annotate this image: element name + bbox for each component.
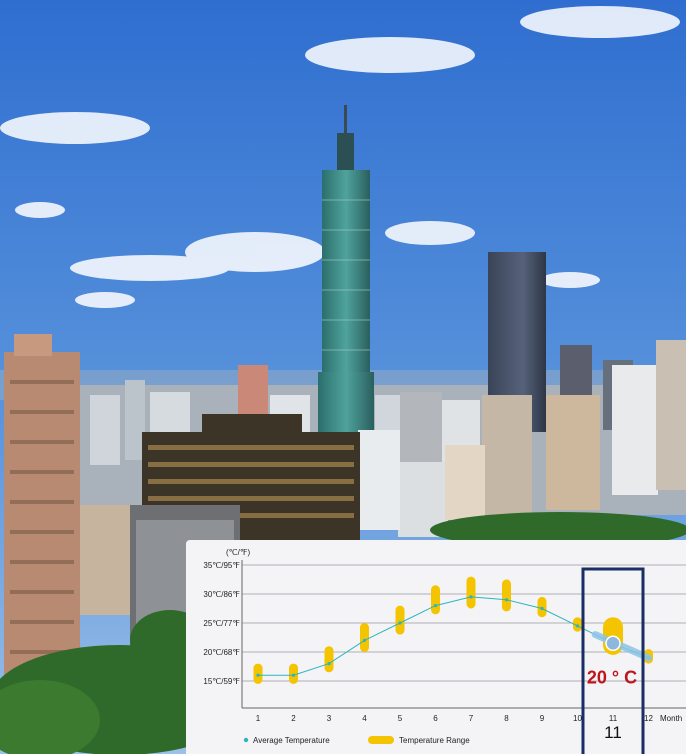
legend-average-marker [243, 737, 249, 743]
legend: Average Temperature Temperature Range [243, 736, 470, 745]
average-temperature-line [258, 596, 649, 676]
range-bar [431, 585, 440, 615]
avg-point [540, 606, 544, 611]
y-axis-unit-label: (℃/℉) [226, 548, 250, 557]
range-bar [360, 623, 369, 652]
x-tick-label: 6 [433, 714, 438, 723]
highlight-month-label: 11 [604, 723, 622, 742]
mid-buildings [358, 340, 686, 537]
avg-point [504, 598, 509, 602]
x-tick-label: 10 [573, 714, 582, 723]
climate-chart: (℃/℉) 15℃/59℉ 20℃/68℉ 25℃/77℉ 30℃/86℉ 35℃/95… [203, 548, 686, 754]
y-tick-label: 30℃/86℉ [203, 590, 240, 599]
highlight-month-box [581, 567, 645, 754]
range-bar [466, 576, 476, 609]
highlight-trend-segment [591, 631, 652, 662]
avg-point [469, 595, 473, 599]
taipei-101-tower [318, 105, 374, 432]
avg-point [398, 621, 402, 625]
range-bar [502, 579, 511, 612]
avg-point [256, 673, 260, 677]
x-tick-label: 9 [540, 714, 545, 723]
avg-point [327, 662, 331, 666]
x-tick-label: 4 [362, 714, 367, 723]
y-tick-label: 35℃/95℉ [203, 561, 240, 570]
avg-point [575, 624, 580, 628]
climate-chart-panel: (℃/℉) 15℃/59℉ 20℃/68℉ 25℃/77℉ 30℃/86℉ 35℃/95… [186, 540, 686, 754]
x-axis-label: Month [660, 714, 682, 723]
x-tick-label: 7 [469, 714, 474, 723]
highlight-average-point [605, 635, 621, 652]
average-temperature-points [256, 595, 651, 677]
range-bar [395, 605, 405, 635]
avg-point [291, 673, 296, 677]
x-tick-label: 12 [644, 714, 653, 723]
clouds [0, 6, 680, 308]
residential-tower-left [4, 334, 80, 682]
brown-office-block [142, 414, 360, 542]
y-tick-label: 15℃/59℉ [203, 677, 240, 686]
legend-average-label: Average Temperature [253, 736, 330, 745]
x-tick-label: 11 [609, 714, 618, 723]
avg-point [362, 638, 367, 642]
legend-range-label: Temperature Range [399, 736, 470, 745]
x-tick-label: 2 [291, 714, 296, 723]
x-tick-label: 3 [327, 714, 332, 723]
x-tick-label: 1 [256, 714, 261, 723]
x-tick-label: 8 [504, 714, 509, 723]
y-tick-label: 20℃/68℉ [203, 648, 240, 657]
y-tick-labels: 15℃/59℉ 20℃/68℉ 25℃/77℉ 30℃/86℉ 35℃/95℉ [203, 561, 240, 686]
x-tick-label: 5 [398, 714, 403, 723]
avg-point [433, 604, 438, 608]
y-tick-label: 25℃/77℉ [203, 619, 240, 628]
x-tick-labels: 1 2 3 4 5 6 7 8 9 10 11 12 [256, 714, 654, 723]
highlight-temperature-label: 20 ° C [587, 667, 637, 687]
legend-range-marker [368, 736, 394, 744]
range-bar [324, 646, 334, 673]
